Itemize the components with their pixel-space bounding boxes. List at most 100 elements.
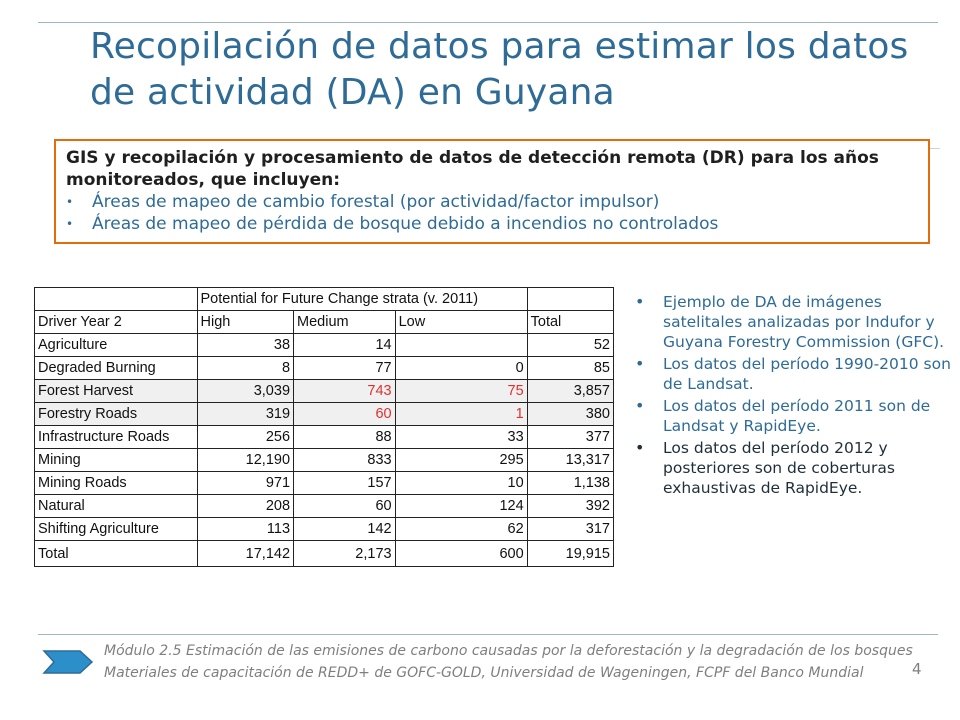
table-row: Mining Roads 971 157 10 1,138	[34, 471, 615, 495]
table-cell-highlight: 60	[293, 402, 396, 426]
table-cell: 142	[293, 517, 396, 541]
table-cell: 124	[394, 494, 528, 518]
table-cell: 77	[293, 356, 396, 380]
side-note-text: Los datos del período 1990-2010 son de L…	[663, 355, 951, 393]
table-cell: 3,039	[196, 379, 295, 403]
page-number: 4	[912, 660, 922, 678]
table-cell: Forest Harvest	[34, 379, 198, 403]
table-cell: 1,138	[526, 471, 615, 495]
table-cell: Natural	[34, 494, 198, 518]
callout-item: • Áreas de mapeo de pérdida de bosque de…	[66, 213, 918, 235]
side-note-item: • Los datos del período 2012 y posterior…	[635, 438, 955, 498]
table-cell-highlight: 743	[293, 379, 396, 403]
table-row: Shifting Agriculture 113 142 62 317	[34, 517, 615, 541]
table-group-header: Potential for Future Change strata (v. 2…	[196, 287, 528, 311]
table-cell: 208	[196, 494, 295, 518]
table-cell-highlight: 75	[394, 379, 528, 403]
table-cell: 38	[196, 333, 295, 357]
bullet-icon: •	[66, 217, 74, 231]
table-cell: Mining	[34, 448, 198, 472]
side-note-text: Ejemplo de DA de imágenes satelitales an…	[663, 293, 945, 351]
table-cell: 60	[293, 494, 396, 518]
table-cell: Mining Roads	[34, 471, 198, 495]
table-cell: 833	[293, 448, 396, 472]
table-cell: 113	[196, 517, 295, 541]
bullet-icon: •	[635, 396, 645, 415]
table-cell: 8	[196, 356, 295, 380]
side-note-text: Los datos del período 2011 son de Landsa…	[663, 397, 931, 435]
table-cell: 157	[293, 471, 396, 495]
table-cell: 52	[526, 333, 615, 357]
table-cell: 12,190	[196, 448, 295, 472]
table-cell: 0	[394, 356, 528, 380]
table-cell: 2,173	[293, 540, 396, 567]
callout-item-text: Áreas de mapeo de cambio forestal (por a…	[92, 192, 660, 212]
table-cell: 380	[526, 402, 615, 426]
table-cell: 85	[526, 356, 615, 380]
column-header: High	[196, 310, 295, 334]
table-cell: 377	[526, 425, 615, 449]
table-cell: 62	[394, 517, 528, 541]
table-cell: 17,142	[196, 540, 295, 567]
slide-title: Recopilación de datos para estimar los d…	[90, 26, 909, 113]
table-header-row: Driver Year 2 High Medium Low Total	[34, 310, 615, 334]
table-cell: 33	[394, 425, 528, 449]
table-cell: Forestry Roads	[34, 402, 198, 426]
side-note-text: Los datos del período 2012 y posteriores…	[663, 439, 895, 497]
table-row: Degraded Burning 8 77 0 85	[34, 356, 615, 380]
table-cell: 88	[293, 425, 396, 449]
callout-box: GIS y recopilación y procesamiento de da…	[54, 139, 930, 244]
bullet-icon: •	[635, 354, 645, 373]
top-divider	[38, 22, 938, 23]
table-cell: 19,915	[526, 540, 615, 567]
callout-list: • Áreas de mapeo de cambio forestal (por…	[66, 191, 918, 235]
table-cell: 14	[293, 333, 396, 357]
table-cell-highlight: 1	[394, 402, 528, 426]
driver-strata-table: Potential for Future Change strata (v. 2…	[34, 287, 615, 567]
bullet-icon: •	[635, 438, 645, 457]
footer-divider	[38, 634, 938, 635]
table-cell: 600	[394, 540, 528, 567]
table-cell: Shifting Agriculture	[34, 517, 198, 541]
footer-text: Módulo 2.5 Estimación de las emisiones d…	[104, 640, 924, 684]
table-cell: Infrastructure Roads	[34, 425, 198, 449]
table-cell: 317	[526, 517, 615, 541]
side-notes-list: • Ejemplo de DA de imágenes satelitales …	[635, 292, 955, 498]
callout-heading: GIS y recopilación y procesamiento de da…	[66, 148, 879, 190]
table-row: Natural 208 60 124 392	[34, 494, 615, 518]
bullet-icon: •	[66, 195, 74, 209]
chevron-arrow-icon	[42, 648, 94, 680]
table-row: Infrastructure Roads 256 88 33 377	[34, 425, 615, 449]
table-cell: 392	[526, 494, 615, 518]
side-notes: • Ejemplo de DA de imágenes satelitales …	[635, 292, 955, 500]
bullet-icon: •	[635, 292, 645, 311]
table-cell: Degraded Burning	[34, 356, 198, 380]
table-cell: 319	[196, 402, 295, 426]
table-cell	[394, 333, 528, 357]
callout-item-text: Áreas de mapeo de pérdida de bosque debi…	[92, 214, 719, 234]
column-header: Medium	[293, 310, 396, 334]
callout-item: • Áreas de mapeo de cambio forestal (por…	[66, 191, 918, 213]
column-header: Low	[394, 310, 528, 334]
column-header: Driver Year 2	[34, 310, 198, 334]
side-note-item: • Los datos del período 2011 son de Land…	[635, 396, 955, 436]
table-row: Mining 12,190 833 295 13,317	[34, 448, 615, 472]
footer-line-credits: Materiales de capacitación de REDD+ de G…	[104, 665, 864, 681]
table-cell: Total	[34, 540, 198, 567]
table-cell: 256	[196, 425, 295, 449]
table-cell-empty	[526, 287, 615, 311]
table-group-header-row: Potential for Future Change strata (v. 2…	[34, 287, 615, 311]
table-row: Agriculture 38 14 52	[34, 333, 615, 357]
table-total-row: Total 17,142 2,173 600 19,915	[34, 540, 615, 567]
side-note-item: • Los datos del período 1990-2010 son de…	[635, 354, 955, 394]
table-cell: 971	[196, 471, 295, 495]
side-note-item: • Ejemplo de DA de imágenes satelitales …	[635, 292, 955, 352]
table-cell-empty	[34, 287, 198, 311]
footer-line-module: Módulo 2.5 Estimación de las emisiones d…	[104, 643, 913, 659]
table-cell: Agriculture	[34, 333, 198, 357]
table-row: Forest Harvest 3,039 743 75 3,857	[34, 379, 615, 403]
table-cell: 295	[394, 448, 528, 472]
table-cell: 10	[394, 471, 528, 495]
column-header: Total	[526, 310, 615, 334]
table-cell: 13,317	[526, 448, 615, 472]
